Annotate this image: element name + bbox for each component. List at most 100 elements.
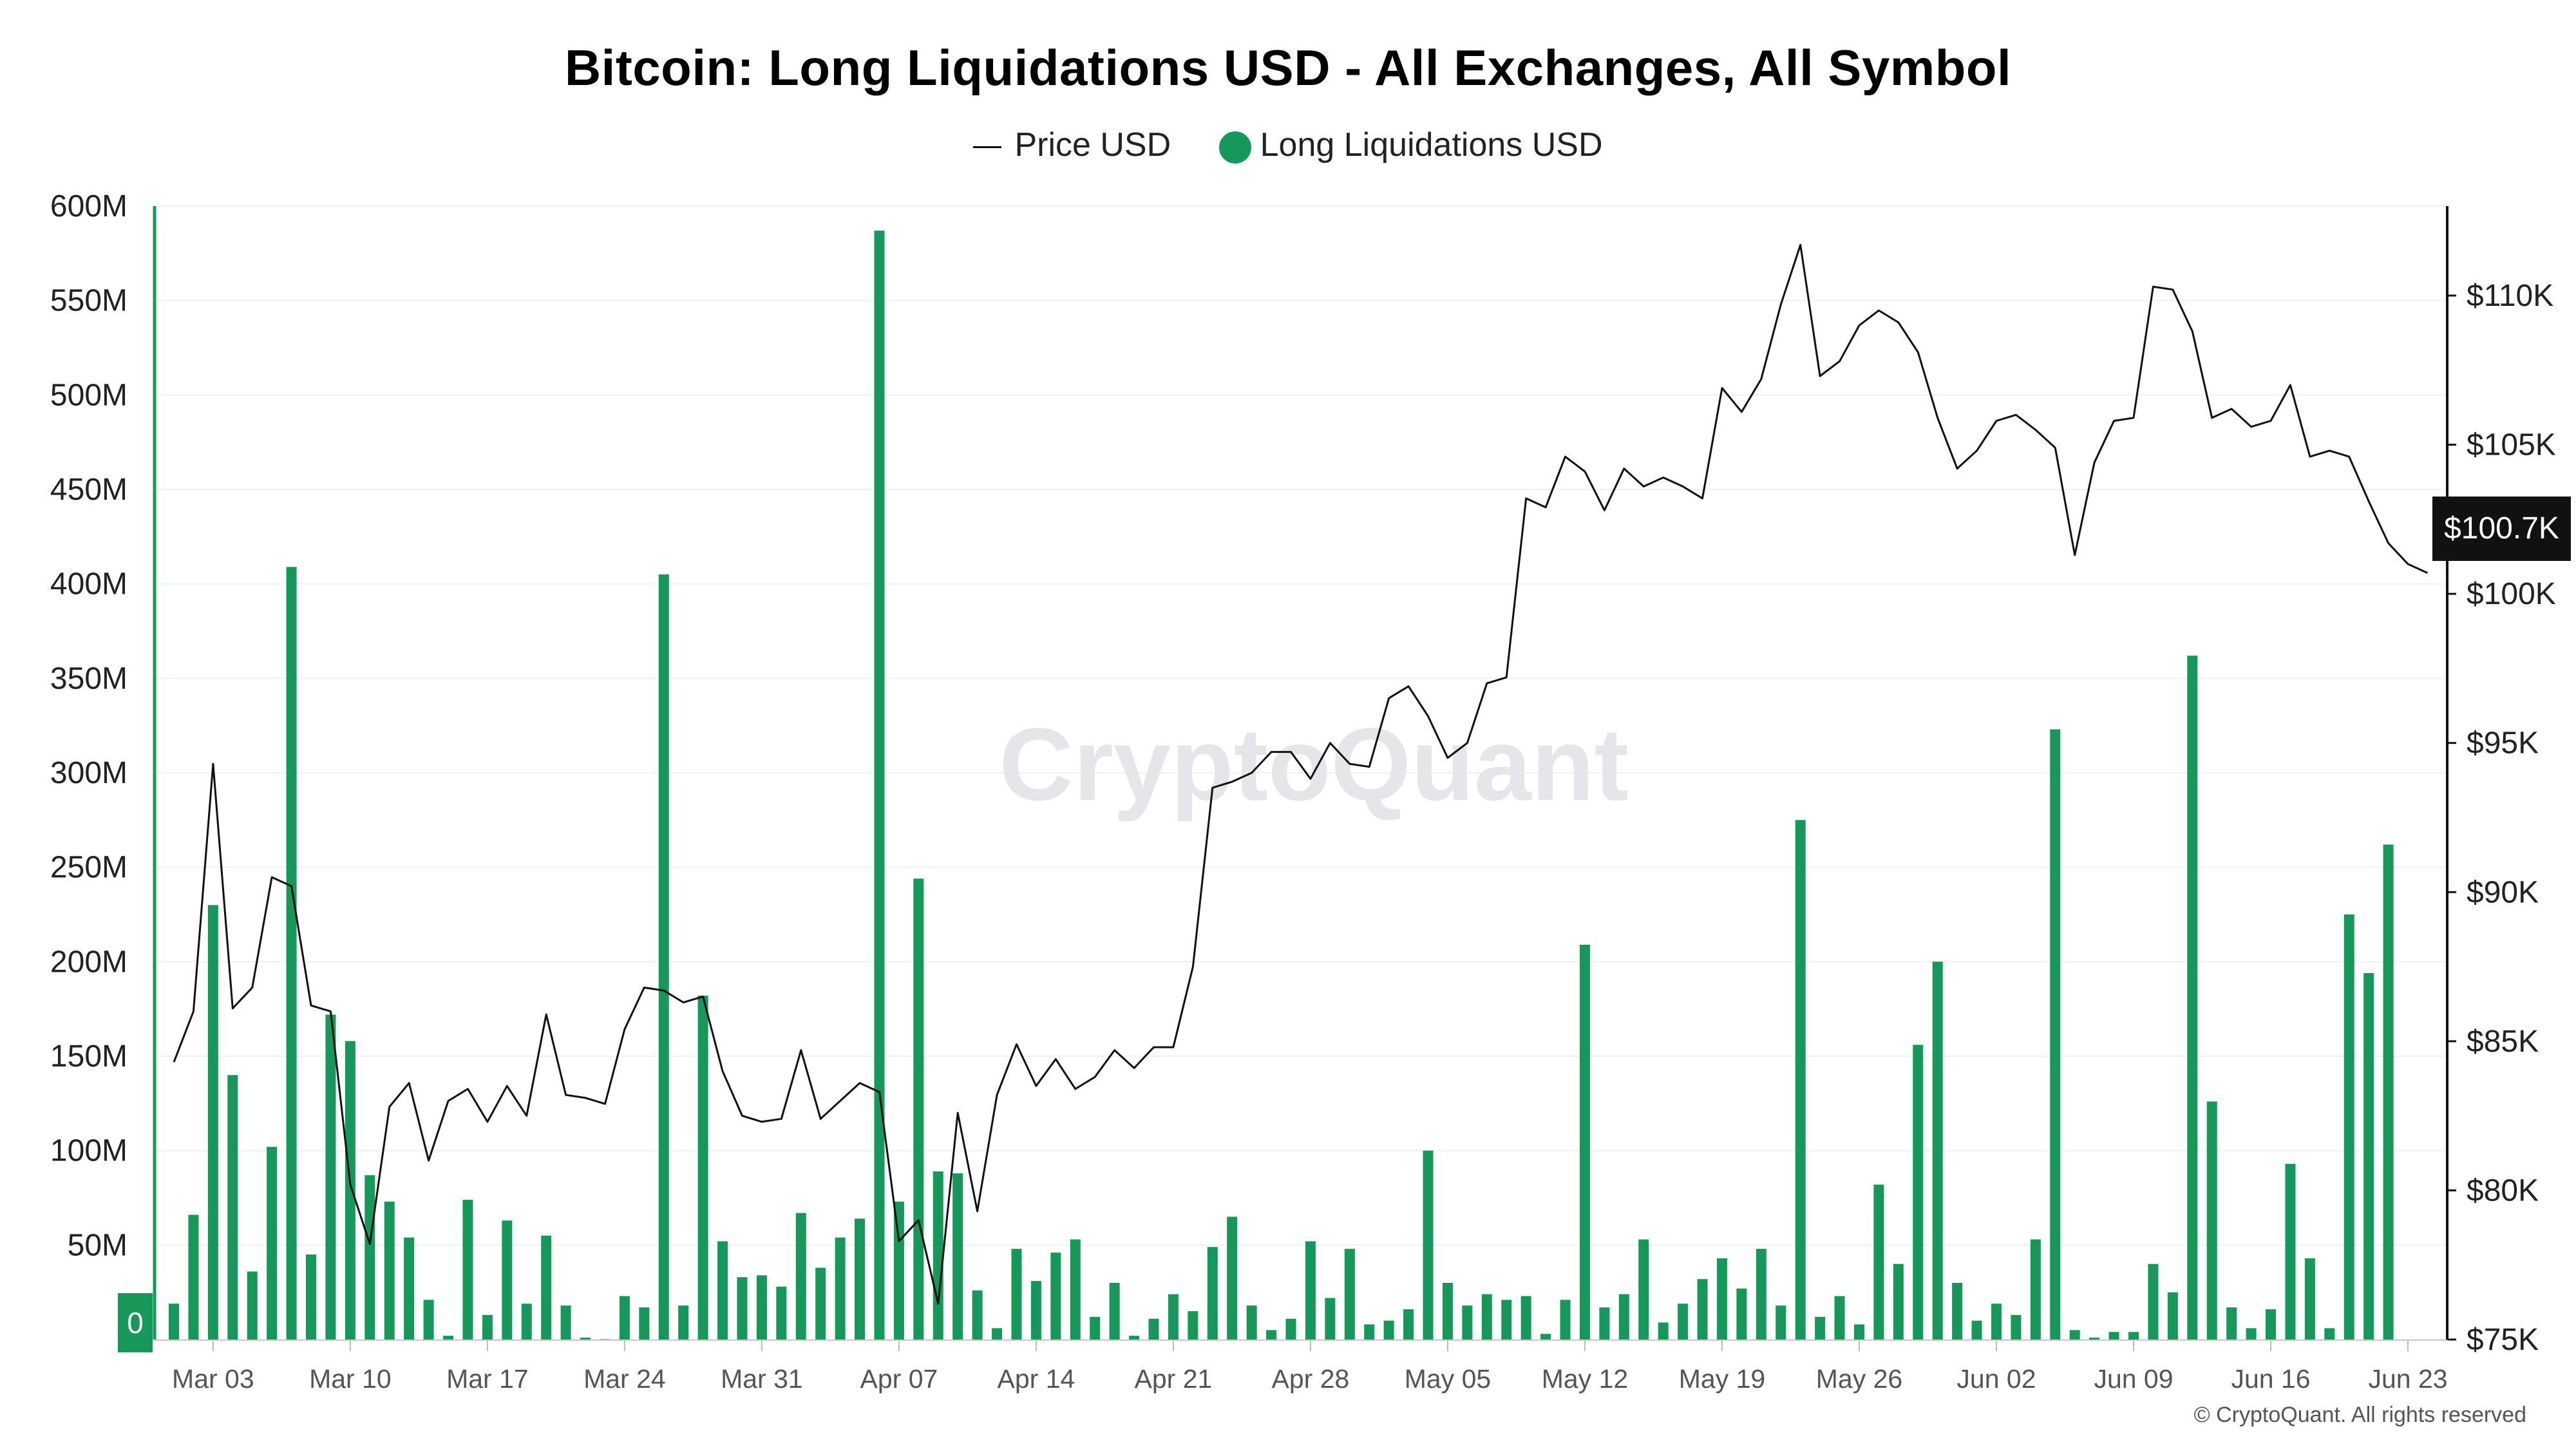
- liquidation-bar: [776, 1286, 787, 1340]
- liquidation-bar: [2246, 1328, 2257, 1340]
- right-tick-label: $110K: [2467, 279, 2553, 313]
- liquidation-bar: [541, 1235, 552, 1340]
- price-line: [173, 243, 2429, 1305]
- legend: Price USD Long Liquidations USD: [0, 124, 2576, 164]
- left-tick-label: 350M: [50, 661, 128, 696]
- liquidation-bar: [1109, 1283, 1120, 1340]
- liquidation-bar: [1599, 1307, 1610, 1340]
- liquidation-bar: [482, 1314, 493, 1340]
- liquidation-bar: [2324, 1328, 2335, 1340]
- liquidation-bar: [1815, 1316, 1826, 1340]
- liquidation-bar: [1148, 1318, 1159, 1340]
- liquidation-bar: [2030, 1239, 2041, 1340]
- liquidation-bar: [1776, 1305, 1786, 1340]
- x-tick-label: Apr 21: [1135, 1364, 1213, 1394]
- liquidation-bar: [697, 996, 708, 1340]
- x-tick-label: Mar 31: [721, 1364, 803, 1394]
- liquidation-bar: [1364, 1324, 1375, 1340]
- liquidation-bar: [2304, 1258, 2315, 1340]
- liquidation-bar: [1168, 1294, 1179, 1340]
- liquidation-bar: [815, 1267, 826, 1340]
- right-tick-label: $95K: [2467, 726, 2539, 761]
- x-tick-label: Jun 02: [1956, 1364, 2036, 1394]
- liquidation-bar: [207, 905, 218, 1340]
- liquidation-bar: [893, 1201, 904, 1340]
- x-axis-labels: Mar 03 Mar 10 Mar 17 Mar 24 Mar 31 Apr 07 Apr …: [172, 1341, 2448, 1394]
- legend-label-liquidations: Long Liquidations USD: [1260, 126, 1603, 164]
- liquidation-bar: [1227, 1217, 1238, 1340]
- liquidation-bar: [2383, 844, 2394, 1340]
- liquidation-bar: [2128, 1332, 2139, 1340]
- liquidation-bar: [1873, 1184, 1884, 1340]
- liquidation-bar: [286, 567, 297, 1340]
- liquidation-bar: [1716, 1258, 1727, 1340]
- liquidation-bar: [2069, 1330, 2080, 1340]
- liquidation-bar: [1736, 1288, 1747, 1340]
- legend-item-price[interactable]: Price USD: [973, 126, 1171, 164]
- liquidation-bar: [2206, 1101, 2217, 1340]
- liquidation-bar: [992, 1328, 1003, 1340]
- liquidation-bar: [1266, 1330, 1277, 1340]
- right-tick-label: $100K: [2467, 577, 2556, 611]
- left-tick-label: 300M: [50, 756, 128, 790]
- liquidation-bar: [2167, 1292, 2178, 1340]
- liquidation-bar: [1579, 944, 1590, 1340]
- liquidation-bar: [1520, 1296, 1531, 1340]
- legend-item-liquidations[interactable]: Long Liquidations USD: [1218, 126, 1603, 164]
- liquidation-bar: [2089, 1338, 2100, 1340]
- liquidation-bar: [1070, 1239, 1081, 1340]
- left-tick-label: 600M: [50, 189, 128, 223]
- liquidation-bar: [502, 1220, 513, 1340]
- liquidation-bar: [1246, 1305, 1257, 1340]
- liquidation-bar: [1030, 1281, 1041, 1340]
- liquidation-bar: [384, 1201, 395, 1340]
- liquidation-bar: [1678, 1303, 1689, 1340]
- liquidation-bar: [874, 231, 885, 1340]
- liquidation-bar: [365, 1175, 375, 1340]
- line-swatch-icon: [973, 146, 1002, 149]
- liquidation-bar: [169, 1303, 179, 1340]
- left-tick-label: 450M: [50, 473, 128, 507]
- liquidation-bar: [1050, 1253, 1061, 1340]
- liquidation-bar: [913, 878, 924, 1340]
- liquidation-bar: [1423, 1150, 1434, 1340]
- liquidation-bar: [1658, 1322, 1669, 1340]
- liquidation-bar: [835, 1237, 846, 1340]
- liquidation-bar: [443, 1336, 454, 1340]
- liquidation-bar: [1129, 1336, 1140, 1340]
- liquidation-bar: [1442, 1283, 1453, 1340]
- liquidation-bar: [1481, 1294, 1492, 1340]
- right-tick-label: $75K: [2467, 1323, 2539, 1357]
- x-tick-label: Jun 16: [2231, 1364, 2310, 1394]
- liquidation-bar: [2285, 1164, 2296, 1340]
- liquidation-bar: [1971, 1320, 1982, 1340]
- liquidation-bar: [1325, 1298, 1336, 1340]
- liquidation-bar: [2011, 1314, 2022, 1340]
- liquidation-bar: [1638, 1239, 1649, 1340]
- liquidation-bar: [1305, 1241, 1316, 1340]
- left-tick-label: 400M: [50, 567, 128, 601]
- right-tick-label: $80K: [2467, 1173, 2539, 1208]
- left-tick-label: 50M: [68, 1228, 128, 1262]
- liquidation-bar: [580, 1338, 591, 1340]
- liquidation-bar: [855, 1218, 866, 1340]
- liquidation-bar: [952, 1173, 963, 1340]
- liquidation-bar: [1462, 1305, 1473, 1340]
- liquidation-bar: [1913, 1045, 1924, 1340]
- liquidation-bar: [737, 1277, 748, 1340]
- right-tick-label: $105K: [2467, 428, 2556, 462]
- x-tick-label: May 26: [1816, 1364, 1902, 1394]
- liquidation-bar: [345, 1041, 355, 1340]
- liquidation-bar: [462, 1199, 473, 1340]
- liquidation-bar: [1090, 1316, 1101, 1340]
- liquidation-bar: [639, 1307, 650, 1340]
- liquidation-bar: [2226, 1307, 2237, 1340]
- liquidation-bar: [1501, 1300, 1512, 1340]
- right-tick-label: $85K: [2467, 1025, 2539, 1059]
- liquidation-bar: [1795, 820, 1806, 1340]
- liquidation-bar: [1560, 1300, 1571, 1340]
- liquidation-bar: [1207, 1247, 1218, 1340]
- x-tick-label: Mar 03: [172, 1364, 254, 1394]
- liquidation-bar: [2344, 914, 2354, 1340]
